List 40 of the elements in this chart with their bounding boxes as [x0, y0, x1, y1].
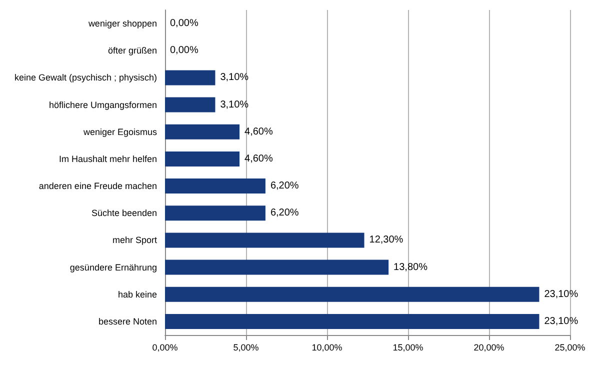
bar [165, 286, 540, 302]
x-tick-label: 25,00% [554, 342, 586, 352]
data-label: 12,30% [369, 234, 404, 246]
y-tick-label: weniger Egoismus [82, 126, 158, 137]
x-tick-label: 0,00% [152, 342, 178, 352]
bar [165, 178, 266, 194]
bar [165, 151, 240, 166]
x-tick-label: 10,00% [312, 342, 342, 352]
data-label: 13,80% [394, 262, 428, 273]
data-label: 0,00% [170, 18, 198, 30]
y-tick-label: hab keine [118, 289, 157, 300]
y-tick-label: keine Gewalt (psychisch ; physisch) [14, 72, 157, 83]
bar [165, 232, 364, 248]
y-tick-label: Im Haushalt mehr helfen [58, 154, 157, 164]
bar [165, 70, 216, 86]
data-label: 4,60% [244, 126, 273, 138]
x-tick-label: 15,00% [392, 342, 424, 352]
data-label: 23,10% [544, 316, 578, 327]
x-tick-label: 5,00% [233, 342, 259, 352]
data-label: 0,00% [170, 45, 198, 56]
y-tick-label: bessere Noten [98, 316, 157, 326]
bar [165, 206, 266, 221]
bar [165, 314, 540, 329]
y-tick-label: öfter grüßen [108, 46, 157, 56]
y-tick-label: anderen eine Freude machen [38, 181, 157, 192]
data-label: 6,20% [270, 180, 299, 192]
data-label: 23,10% [544, 288, 578, 300]
y-tick-label: weniger shoppen [87, 18, 157, 29]
bar [165, 97, 216, 112]
bar [165, 124, 240, 140]
y-tick-label: Süchte beenden [91, 208, 157, 218]
data-label: 3,10% [220, 99, 249, 110]
x-tick-label: 20,00% [474, 342, 504, 352]
data-label: 4,60% [244, 153, 273, 164]
y-tick-label: mehr Sport [112, 235, 158, 246]
y-tick-label: gesündere Ernährung [70, 262, 157, 272]
bar [165, 260, 389, 275]
data-label: 6,20% [270, 208, 299, 219]
y-tick-label: höflichere Umgangsformen [48, 100, 157, 110]
data-label: 3,10% [220, 72, 249, 84]
